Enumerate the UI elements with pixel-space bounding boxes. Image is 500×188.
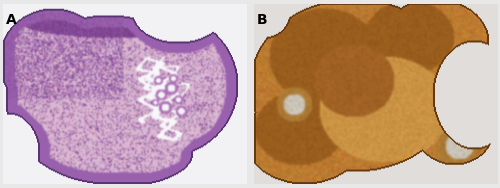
Text: B: B xyxy=(256,13,267,27)
Text: A: A xyxy=(6,13,16,27)
